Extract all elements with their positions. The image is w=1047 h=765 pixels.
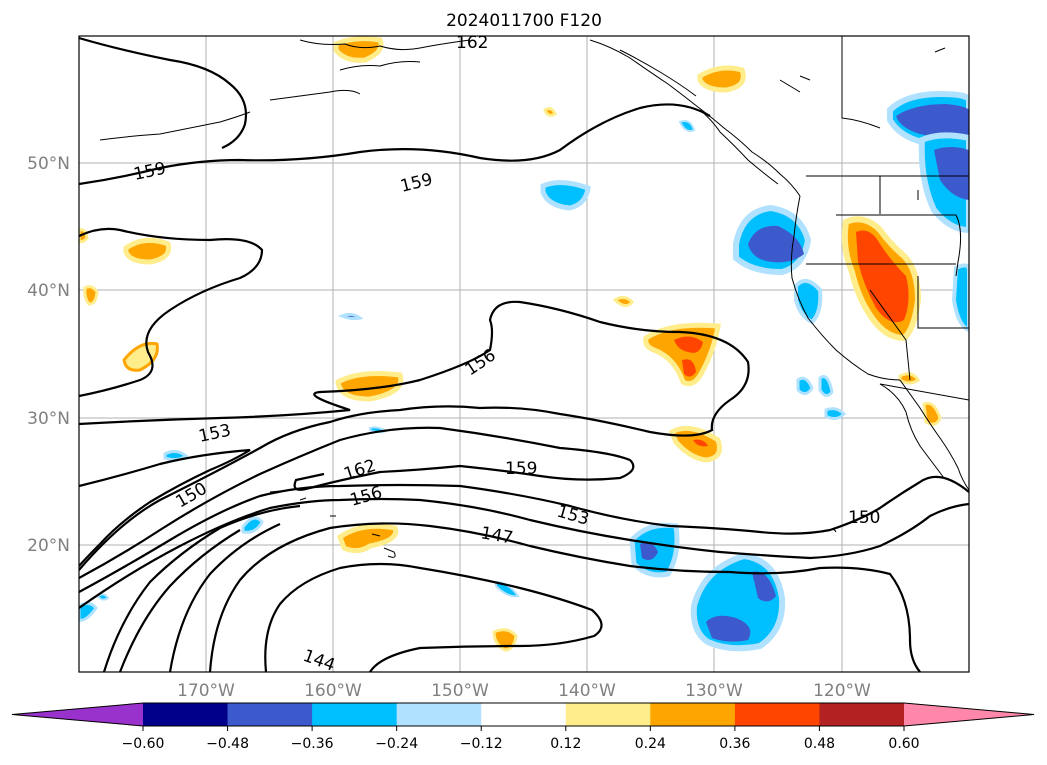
shade-positive xyxy=(335,371,404,402)
shade-negative xyxy=(678,120,696,132)
shade-positive xyxy=(122,341,159,372)
shade-positive xyxy=(333,36,384,63)
contour-label: 159 xyxy=(505,459,537,479)
shade-negative xyxy=(818,375,834,397)
colorbar-tick-label: 0.48 xyxy=(804,736,835,752)
colorbar-tick-label: −0.36 xyxy=(291,736,334,752)
lon-label: 170°W xyxy=(177,681,235,701)
shade-negative xyxy=(640,542,658,560)
colorbar-extend-low xyxy=(12,703,143,726)
shade-positive xyxy=(693,439,708,447)
contour-label: 162 xyxy=(456,33,488,53)
shade-negative xyxy=(163,449,189,462)
shade-positive xyxy=(123,237,172,265)
shade-positive xyxy=(856,230,909,323)
shade-positive xyxy=(674,336,703,353)
colorbar-swatch xyxy=(312,703,398,726)
shade-negative xyxy=(706,615,751,642)
lon-label: 160°W xyxy=(304,681,362,701)
shade-positive xyxy=(336,523,399,554)
colorbar-tick-label: 0.36 xyxy=(719,736,750,752)
map-title: 2024011700 F120 xyxy=(446,11,602,31)
colorbar-swatch xyxy=(650,703,736,726)
lon-label: 150°W xyxy=(431,681,489,701)
shade-negative xyxy=(934,147,969,200)
shade-positive xyxy=(612,295,634,307)
longitude-labels: 170°W 160°W 150°W 140°W 130°W 120°W xyxy=(177,681,871,701)
colorbar-tick-label: −0.60 xyxy=(122,736,165,752)
shade-negative xyxy=(824,407,847,421)
shade-negative xyxy=(748,225,804,263)
lat-label: 20°N xyxy=(27,536,70,556)
shade-positive xyxy=(543,107,557,117)
height-contours xyxy=(79,36,969,672)
colorbar-swatch xyxy=(143,703,229,726)
shade-negative xyxy=(241,516,264,534)
colorbar-swatch xyxy=(227,703,313,726)
shade-positive xyxy=(643,322,721,387)
colorbar-tick-label: −0.24 xyxy=(375,736,418,752)
latitude-labels: 50°N 40°N 30°N 20°N xyxy=(27,154,70,556)
gridlines xyxy=(79,36,969,672)
colorbar-swatch xyxy=(734,703,820,726)
lat-label: 50°N xyxy=(27,154,70,174)
map-plot-area: 162 159 159 156 153 150 162 156 159 153 … xyxy=(79,33,969,672)
lat-label: 30°N xyxy=(27,409,70,429)
colorbar-swatch xyxy=(565,703,651,726)
shade-negative xyxy=(96,593,110,601)
colorbar-swatch xyxy=(396,703,482,726)
contour-label: 150 xyxy=(848,508,880,528)
colorbar-tick-label: 0.60 xyxy=(888,736,919,752)
shade-positive xyxy=(697,65,746,93)
lon-label: 140°W xyxy=(558,681,616,701)
colorbar-extend-high xyxy=(904,703,1034,726)
colorbar-tick-label: 0.24 xyxy=(635,736,666,752)
shade-negative xyxy=(896,104,969,140)
lat-label: 40°N xyxy=(27,281,70,301)
shade-positive xyxy=(898,372,920,385)
map-frame xyxy=(78,35,970,673)
shade-negative xyxy=(794,278,823,325)
lon-label: 130°W xyxy=(685,681,743,701)
lon-label: 120°W xyxy=(813,681,871,701)
shade-negative xyxy=(796,376,814,395)
shade-negative xyxy=(337,312,364,321)
colorbar-tick-label: −0.12 xyxy=(460,736,503,752)
colorbar: −0.60 −0.48 −0.36 −0.24 −0.12 0.12 0.24 0.36 0.4… xyxy=(11,702,1035,752)
shade-negative xyxy=(540,180,591,211)
colorbar-swatch xyxy=(481,703,567,726)
colorbar-tick-label: −0.48 xyxy=(206,736,249,752)
shade-positive xyxy=(682,359,696,377)
shade-negative xyxy=(951,263,969,333)
colorbar-swatch xyxy=(819,703,905,726)
anomaly-shading xyxy=(79,36,969,652)
shade-positive xyxy=(83,285,99,306)
shade-negative xyxy=(752,571,776,602)
colorbar-tick-label: 0.12 xyxy=(550,736,581,752)
